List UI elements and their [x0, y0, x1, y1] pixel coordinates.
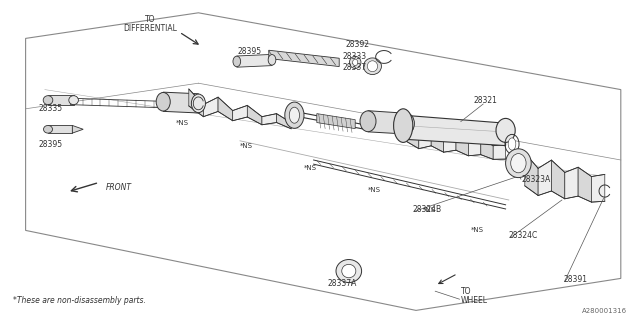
Ellipse shape	[360, 111, 376, 132]
Text: TO
DIFFERENTIAL: TO DIFFERENTIAL	[124, 15, 177, 33]
Text: 28333: 28333	[342, 52, 367, 60]
Ellipse shape	[353, 59, 358, 66]
Polygon shape	[468, 139, 481, 156]
Ellipse shape	[191, 94, 205, 113]
Polygon shape	[262, 114, 276, 125]
Polygon shape	[403, 115, 506, 146]
Text: 28395: 28395	[237, 47, 262, 56]
Ellipse shape	[508, 138, 516, 150]
Text: 28324C: 28324C	[509, 231, 538, 240]
Polygon shape	[444, 133, 456, 152]
Text: 28337A: 28337A	[328, 279, 357, 288]
Text: *NS: *NS	[240, 143, 253, 148]
Ellipse shape	[349, 56, 361, 68]
Polygon shape	[431, 127, 444, 152]
Text: 28392: 28392	[346, 40, 370, 49]
Polygon shape	[368, 111, 406, 134]
Ellipse shape	[496, 118, 515, 142]
Polygon shape	[493, 145, 506, 159]
Polygon shape	[456, 133, 468, 156]
Polygon shape	[317, 114, 355, 129]
Polygon shape	[163, 92, 198, 113]
Polygon shape	[419, 127, 431, 149]
Text: *NS: *NS	[422, 207, 435, 212]
Polygon shape	[72, 125, 83, 133]
Polygon shape	[276, 114, 291, 129]
Text: *NS: *NS	[176, 120, 189, 126]
Ellipse shape	[44, 96, 52, 105]
Ellipse shape	[69, 96, 78, 105]
Text: FRONT: FRONT	[106, 183, 132, 192]
Polygon shape	[552, 160, 564, 199]
Polygon shape	[578, 167, 591, 202]
Ellipse shape	[506, 149, 531, 178]
Text: 28324B: 28324B	[413, 205, 442, 214]
Ellipse shape	[289, 107, 300, 123]
Text: 28337: 28337	[342, 63, 367, 72]
Polygon shape	[218, 97, 233, 121]
Ellipse shape	[268, 55, 276, 65]
Text: 28391: 28391	[563, 276, 588, 284]
Text: 28323A: 28323A	[522, 175, 551, 184]
Text: TO
WHEEL: TO WHEEL	[461, 287, 488, 305]
Ellipse shape	[364, 58, 381, 75]
Polygon shape	[481, 139, 493, 159]
Ellipse shape	[233, 56, 241, 67]
Ellipse shape	[398, 113, 415, 134]
Text: 28335: 28335	[38, 104, 63, 113]
Polygon shape	[564, 167, 578, 199]
Polygon shape	[237, 54, 272, 67]
Polygon shape	[538, 160, 552, 196]
Polygon shape	[48, 125, 72, 133]
Text: *NS: *NS	[368, 188, 381, 193]
Polygon shape	[269, 50, 339, 67]
Ellipse shape	[44, 125, 52, 133]
Text: 28395: 28395	[38, 140, 63, 148]
Ellipse shape	[511, 154, 526, 173]
Polygon shape	[204, 97, 218, 117]
Ellipse shape	[367, 61, 378, 72]
Text: *NS: *NS	[304, 165, 317, 171]
Polygon shape	[406, 121, 419, 149]
Polygon shape	[233, 105, 247, 121]
Ellipse shape	[336, 260, 362, 283]
Polygon shape	[247, 105, 262, 125]
Ellipse shape	[156, 92, 170, 111]
Text: 28321: 28321	[474, 96, 497, 105]
Text: *NS: *NS	[470, 228, 483, 233]
Polygon shape	[525, 153, 538, 196]
Ellipse shape	[342, 264, 356, 278]
Ellipse shape	[285, 102, 304, 128]
Polygon shape	[48, 95, 74, 105]
Ellipse shape	[394, 109, 413, 142]
Polygon shape	[189, 89, 204, 117]
Polygon shape	[591, 174, 605, 202]
Text: *These are non-disassembly parts.: *These are non-disassembly parts.	[13, 296, 146, 305]
Text: A280001316: A280001316	[582, 308, 627, 314]
